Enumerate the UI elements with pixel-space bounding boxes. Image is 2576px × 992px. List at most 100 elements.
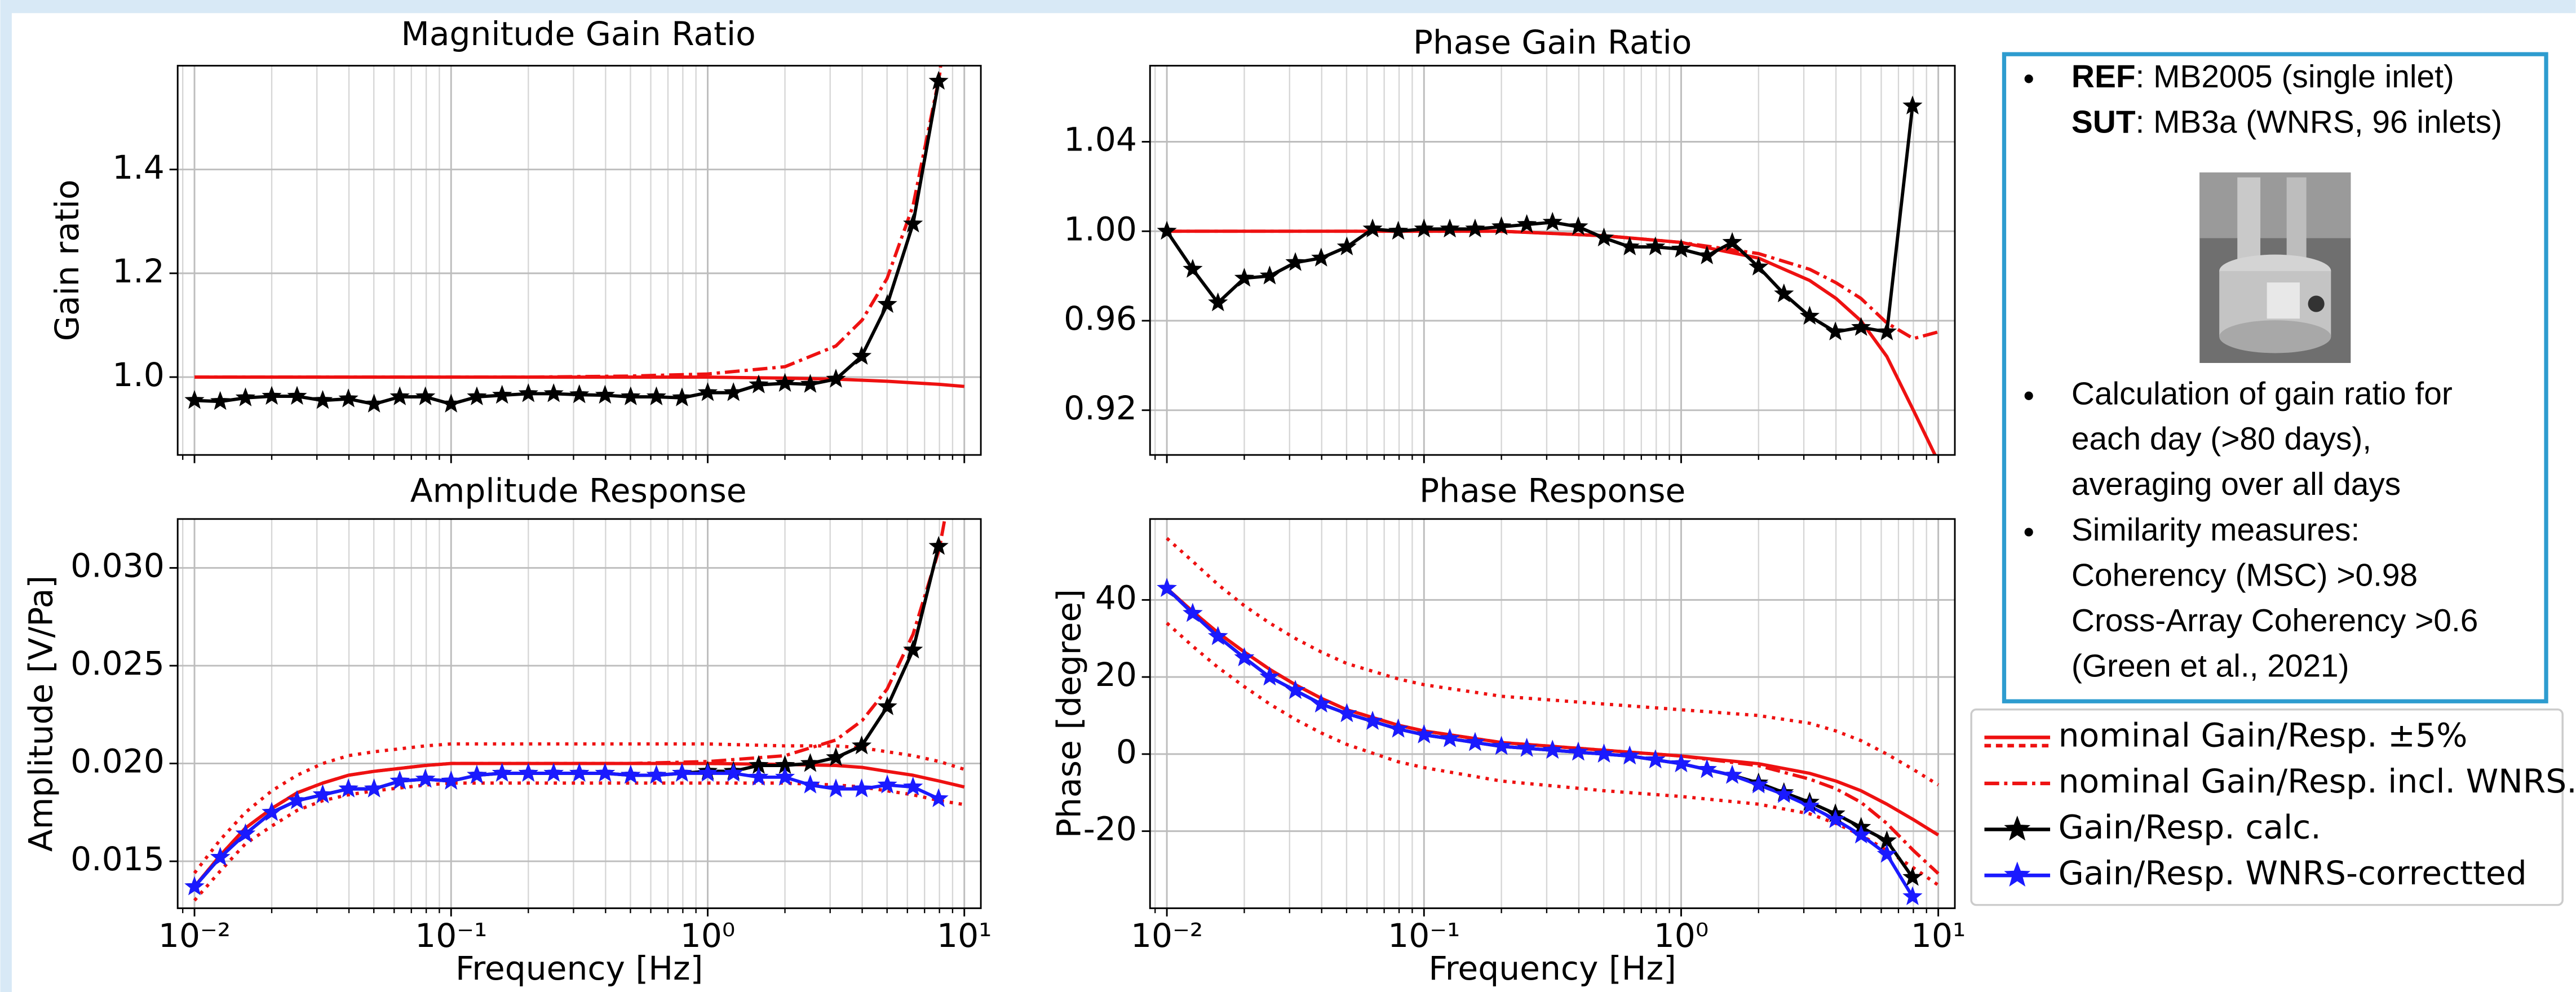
marker <box>1183 603 1203 622</box>
marker <box>1414 724 1434 743</box>
marker <box>1825 321 1845 340</box>
marker <box>774 373 795 392</box>
x-axis-label: Frequency [Hz] <box>455 949 703 987</box>
marker <box>1722 232 1742 251</box>
marker <box>877 774 897 794</box>
marker <box>928 70 949 90</box>
marker <box>1619 236 1640 256</box>
legend-label: Gain/Resp. calc. <box>2059 808 2321 847</box>
marker <box>826 778 846 798</box>
note-line: Calculation of gain ratio for <box>2072 376 2453 411</box>
marker <box>1799 305 1820 325</box>
bullet <box>2024 391 2033 400</box>
marker <box>1388 718 1409 738</box>
y-tick-label: 0.96 <box>1064 299 1137 338</box>
marker <box>1516 214 1537 233</box>
marker <box>646 764 667 784</box>
marker <box>1208 292 1228 312</box>
marker <box>1234 647 1255 666</box>
legend-marker <box>2004 815 2031 841</box>
marker <box>1568 741 1588 761</box>
photo <box>2199 172 2351 363</box>
marker <box>441 393 461 413</box>
marker <box>1285 252 1305 271</box>
marker <box>621 764 641 784</box>
note-line: averaging over all days <box>2072 467 2401 502</box>
series-line <box>1167 229 1939 340</box>
marker <box>1902 867 1923 886</box>
y-axis-label: Amplitude [V/Pa] <box>21 575 60 852</box>
marker <box>1825 809 1845 829</box>
marker <box>492 384 512 404</box>
marker <box>1208 626 1228 645</box>
marker <box>672 387 692 406</box>
marker <box>1285 680 1305 699</box>
marker <box>877 696 897 715</box>
chart-title: Magnitude Gain Ratio <box>401 15 756 53</box>
marker <box>1362 711 1383 730</box>
marker <box>723 382 743 401</box>
marker <box>518 763 538 782</box>
marker <box>1594 227 1614 247</box>
marker <box>800 774 821 794</box>
note-span: : MB2005 (single inlet) <box>2136 59 2454 95</box>
note-line: (Green et al., 2021) <box>2072 648 2349 684</box>
chart: 1.0 1.2 1.4 Magnitude Gain Ratio Gain ratio <box>48 15 982 463</box>
marker <box>1259 666 1280 686</box>
x-tick-label: 10¹ <box>937 916 992 955</box>
marker <box>338 388 358 408</box>
marker <box>210 847 231 866</box>
marker <box>1619 745 1640 765</box>
note-line: Similarity measures: <box>2072 512 2360 548</box>
marker <box>826 747 846 767</box>
legend-entry: nominal Gain/Resp. incl. WNRS. <box>1984 762 2576 800</box>
legend-label: nominal Gain/Resp. incl. WNRS. <box>2059 762 2576 800</box>
x-tick-label: 10¹ <box>1911 916 1966 955</box>
marker <box>543 763 564 782</box>
note-span: : MB3a (WNRS, 96 inlets) <box>2136 104 2502 140</box>
marker <box>826 369 846 388</box>
y-tick-label: 0 <box>1116 733 1137 771</box>
marker <box>595 384 615 404</box>
marker <box>287 386 307 405</box>
marker <box>1465 218 1485 238</box>
legend-entry: Gain/Resp. calc. <box>1984 808 2321 847</box>
marker <box>1645 236 1666 256</box>
marker <box>1414 218 1434 238</box>
axes-frame <box>1149 65 1956 456</box>
marker <box>1234 268 1255 287</box>
x-tick-label: 10⁻¹ <box>415 916 487 955</box>
marker <box>1440 218 1460 238</box>
marker <box>312 389 333 409</box>
marker <box>1157 220 1177 240</box>
marker <box>492 763 512 782</box>
marker <box>1749 774 1769 794</box>
chart: 10⁻² 10⁻¹ 10⁰ 10¹ -20 0 20 40 Phase Response Freq… <box>1050 471 1966 987</box>
marker <box>1491 216 1512 236</box>
x-tick-label: 10⁰ <box>1654 916 1709 955</box>
marker <box>1722 764 1742 784</box>
y-axis-label: Phase [degree] <box>1050 589 1088 838</box>
marker <box>569 763 590 782</box>
marker <box>210 391 231 410</box>
x-tick-label: 10⁻² <box>158 916 231 955</box>
marker <box>467 386 487 406</box>
marker <box>262 801 282 821</box>
marker <box>928 535 949 555</box>
y-tick-label: 1.00 <box>1064 210 1137 248</box>
marker <box>800 753 821 772</box>
y-tick-label: 0.92 <box>1064 389 1137 427</box>
y-tick-label: 1.04 <box>1064 121 1137 159</box>
marker <box>312 784 333 804</box>
note-line: Cross-Array Coherency >0.6 <box>2072 603 2478 639</box>
marker <box>877 294 897 313</box>
marker <box>1362 218 1383 238</box>
marker <box>723 763 743 782</box>
marker <box>1183 259 1203 278</box>
marker <box>338 778 358 798</box>
note-line: each day (>80 days), <box>2072 422 2371 457</box>
marker <box>749 767 769 786</box>
plot-area <box>1150 65 1955 455</box>
legend-entry: Gain/Resp. WNRS-correctted <box>1984 854 2527 892</box>
y-tick-label: 0.015 <box>70 840 165 878</box>
